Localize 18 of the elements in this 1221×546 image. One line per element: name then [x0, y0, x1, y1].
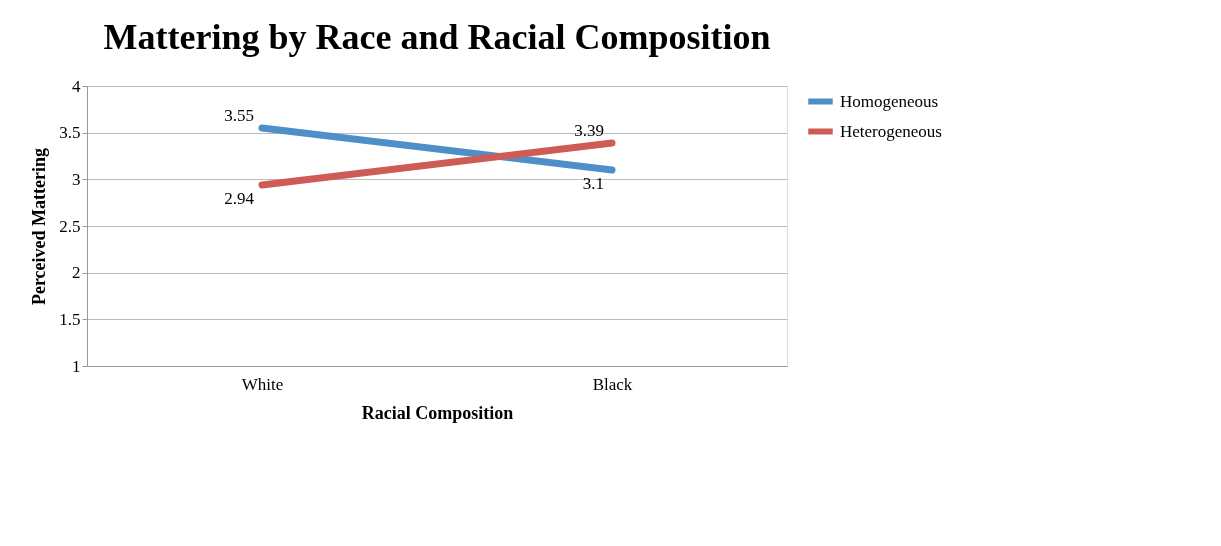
- data-label: 3.39: [574, 120, 604, 140]
- x-tick-label: Black: [592, 374, 633, 394]
- y-axis-title: Perceived Mattering: [29, 147, 50, 306]
- y-tick-label: 3.5: [59, 123, 81, 143]
- data-label: 3.1: [582, 174, 604, 193]
- chart-title: Mattering by Race and Racial Composition: [103, 17, 771, 57]
- x-axis-title: Racial Composition: [361, 402, 514, 423]
- legend-label: Homogeneous: [840, 91, 939, 111]
- x-tick-label: White: [241, 374, 284, 394]
- legend-label: Heterogeneous: [840, 121, 942, 141]
- y-tick-label: 4: [72, 76, 81, 96]
- y-tick-label: 3: [72, 169, 81, 189]
- y-tick-label: 2: [72, 263, 81, 283]
- y-tick-label: 1: [72, 356, 81, 376]
- y-tick-label: 1.5: [59, 309, 81, 329]
- data-label: 2.94: [224, 188, 255, 208]
- data-label: 3.55: [224, 106, 254, 125]
- y-tick-label: 2.5: [59, 216, 81, 236]
